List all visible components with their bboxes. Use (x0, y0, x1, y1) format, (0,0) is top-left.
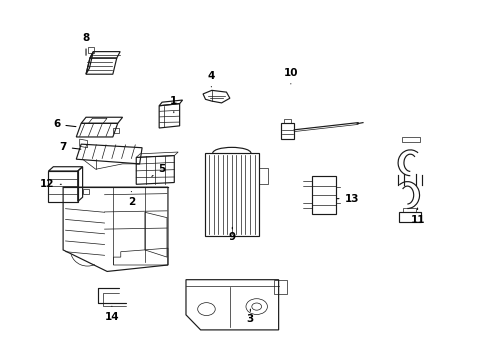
Text: 4: 4 (207, 71, 215, 87)
Text: 12: 12 (40, 179, 61, 189)
Text: 7: 7 (60, 142, 81, 152)
Text: 11: 11 (409, 208, 424, 225)
Text: 9: 9 (228, 227, 235, 242)
Text: 14: 14 (104, 306, 119, 322)
Text: 8: 8 (82, 33, 89, 55)
Text: 6: 6 (53, 120, 76, 129)
Text: 2: 2 (127, 192, 135, 207)
Text: 13: 13 (336, 194, 358, 204)
Text: 1: 1 (170, 96, 177, 113)
Text: 5: 5 (152, 163, 165, 176)
Text: 3: 3 (246, 309, 253, 324)
Text: 10: 10 (283, 68, 298, 84)
